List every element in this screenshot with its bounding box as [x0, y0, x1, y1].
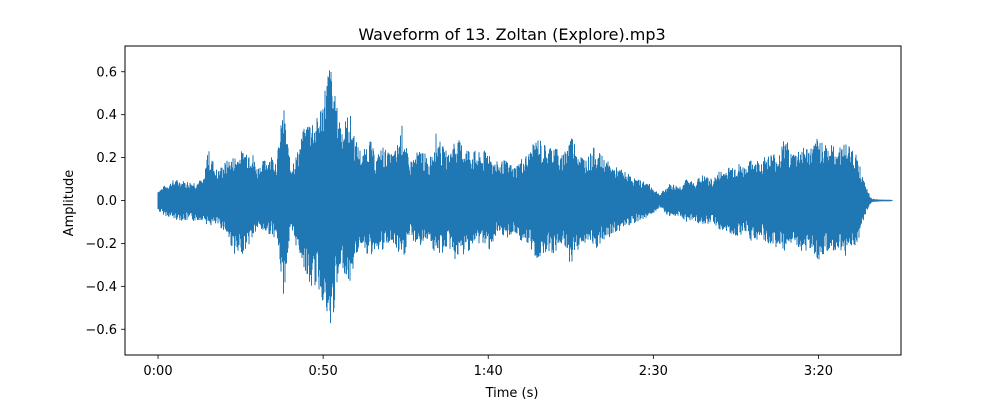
x-axis: 0:00 0:50 1:40 2:30 3:20: [143, 355, 833, 379]
x-tick-label: 2:30: [639, 364, 668, 379]
waveform-series-line: [157, 70, 893, 324]
x-tick-label: 0:50: [309, 364, 338, 379]
y-tick-label: 0.2: [96, 151, 117, 166]
chart-title: Waveform of 13. Zoltan (Explore).mp3: [358, 25, 665, 44]
x-tick-label: 1:40: [474, 364, 503, 379]
x-tick-label: 3:20: [804, 364, 833, 379]
y-axis: −0.6 −0.4 −0.2 0.0 0.2 0.4 0.6: [85, 65, 125, 338]
y-tick-label: 0.6: [96, 65, 117, 80]
y-tick-label: 0.0: [96, 194, 117, 209]
x-axis-label: Time (s): [485, 386, 539, 400]
x-tick-label: 0:00: [143, 364, 172, 379]
plot-area: [157, 70, 893, 324]
y-axis-label: Amplitude: [62, 170, 77, 237]
y-tick-label: −0.4: [85, 280, 117, 295]
y-tick-label: −0.6: [85, 323, 117, 338]
y-tick-label: −0.2: [85, 237, 117, 252]
y-tick-label: 0.4: [96, 108, 117, 123]
